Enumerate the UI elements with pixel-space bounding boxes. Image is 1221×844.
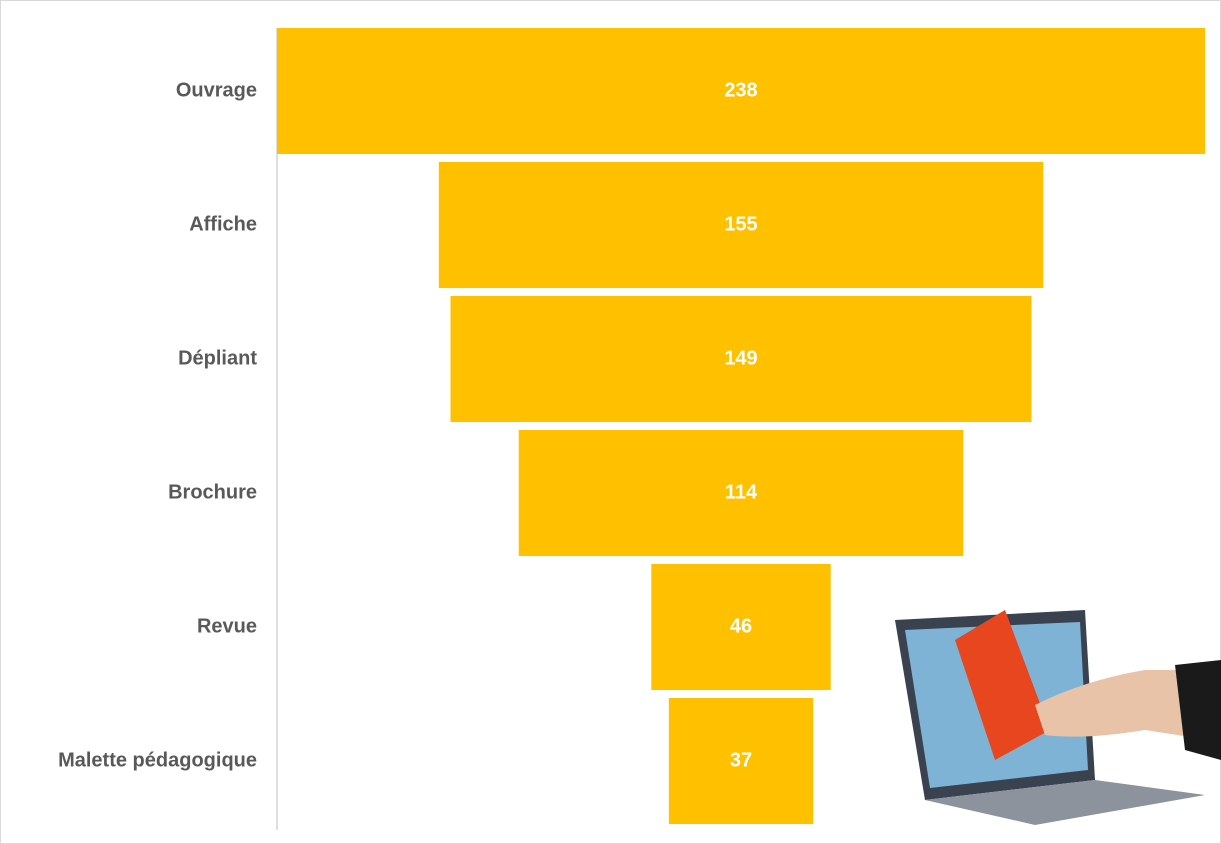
- hand: [1035, 670, 1210, 740]
- value-label: 37: [730, 749, 752, 771]
- category-label: Affiche: [189, 213, 257, 235]
- value-label: 238: [724, 79, 757, 101]
- funnel-bar: [518, 430, 964, 556]
- category-label: Dépliant: [178, 347, 257, 369]
- funnel-bar: [668, 698, 814, 824]
- funnel-bar: [450, 296, 1032, 422]
- funnel-bar: [438, 162, 1044, 288]
- laptop-base: [925, 780, 1205, 825]
- funnel-bar: [651, 564, 831, 690]
- value-label: 46: [730, 615, 752, 637]
- category-label: Brochure: [168, 481, 257, 503]
- card: [955, 610, 1050, 760]
- laptop-illustration: [895, 610, 1221, 825]
- value-label: 149: [724, 347, 757, 369]
- funnel-bar: [277, 28, 1205, 154]
- category-label: Malette pédagogique: [58, 749, 257, 771]
- category-label: Ouvrage: [176, 79, 257, 101]
- value-label: 155: [724, 213, 757, 235]
- sleeve: [1175, 660, 1221, 760]
- category-label: Revue: [197, 615, 257, 637]
- value-label: 114: [725, 481, 758, 503]
